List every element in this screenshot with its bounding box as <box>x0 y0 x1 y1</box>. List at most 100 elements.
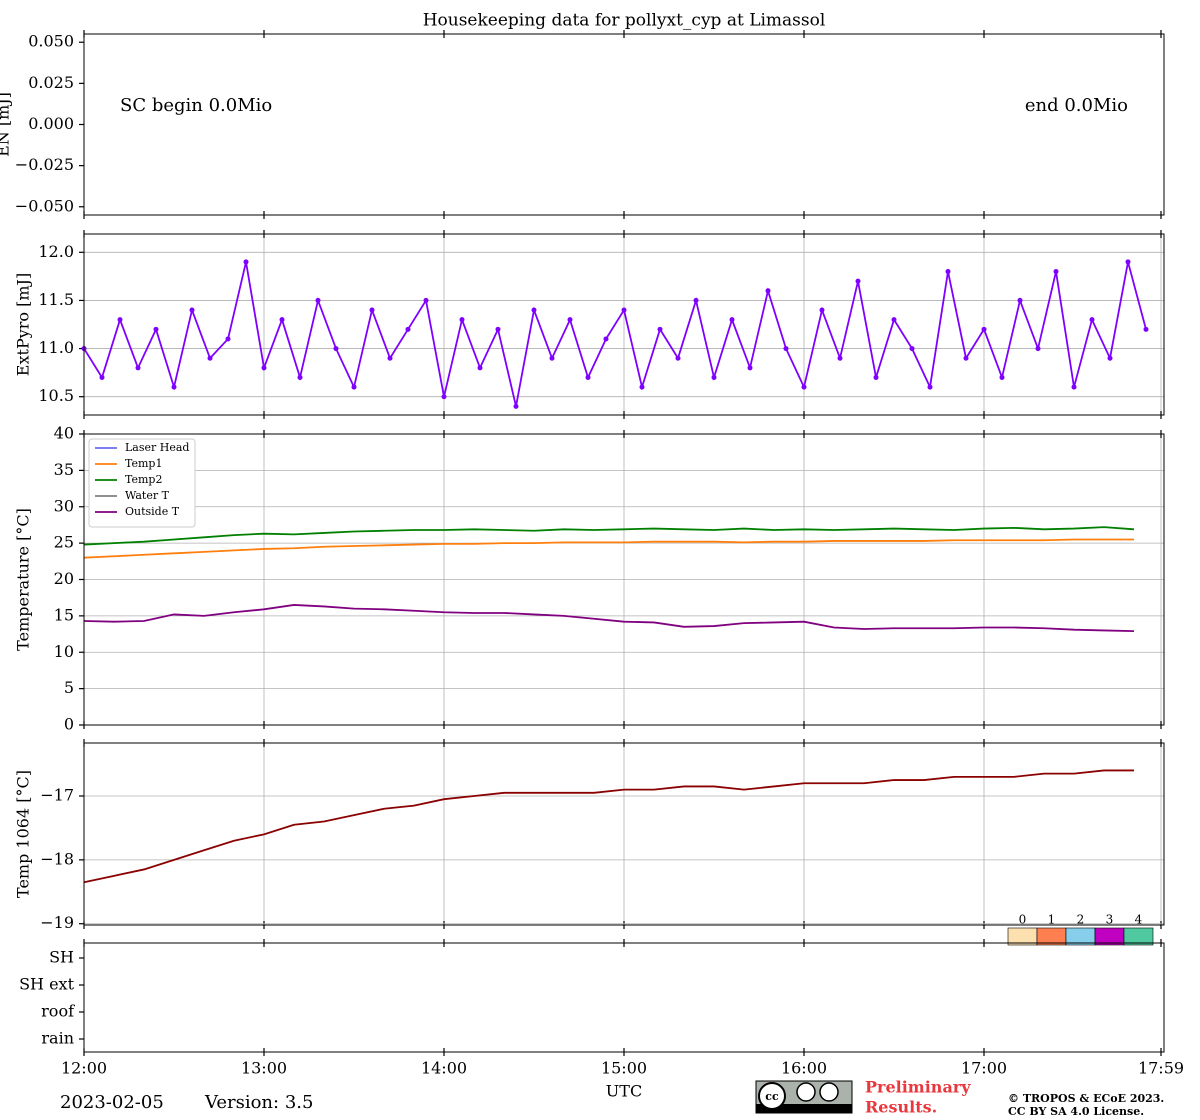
point <box>981 326 987 332</box>
y-tick-label: roof <box>41 1002 75 1021</box>
point <box>999 374 1005 380</box>
colorbar-cell <box>1094 927 1125 946</box>
y-tick-label: 12.0 <box>38 242 74 261</box>
license: CC BY SA 4.0 License. <box>1008 1105 1144 1118</box>
axes-frame <box>83 33 1165 216</box>
legend-label: Water T <box>125 489 170 502</box>
cc-badge: cc <box>755 1080 853 1114</box>
point <box>891 317 897 323</box>
colorbar-label: 1 <box>1048 913 1056 927</box>
x-tick-label: 17:59 <box>1138 1059 1184 1078</box>
y-tick-label: 0.000 <box>28 114 74 133</box>
point <box>549 355 555 361</box>
point <box>729 317 735 323</box>
point <box>387 355 393 361</box>
y-tick-label: 11.0 <box>38 338 74 357</box>
y-axis-label: ExtPyro [mJ] <box>14 273 33 376</box>
y-tick-label: −0.025 <box>15 155 74 174</box>
point <box>531 307 537 313</box>
point <box>783 346 789 352</box>
point <box>189 307 195 313</box>
point <box>837 355 843 361</box>
y-tick-label: 0.050 <box>28 32 74 51</box>
y-tick-label: 15 <box>54 605 74 624</box>
point <box>621 307 627 313</box>
colorbar-label: 2 <box>1077 913 1085 927</box>
point <box>171 384 177 390</box>
point <box>225 336 231 342</box>
series-line <box>83 769 1134 884</box>
point <box>369 307 375 313</box>
preliminary: Results. <box>865 1098 937 1117</box>
y-tick-label: 5 <box>64 678 74 697</box>
colorbar-label: 3 <box>1106 913 1114 927</box>
point <box>639 384 645 390</box>
y-tick-label: −18 <box>40 849 74 868</box>
y-tick-label: −19 <box>40 913 74 932</box>
x-tick-label: 14:00 <box>421 1059 467 1078</box>
point <box>513 403 519 409</box>
legend-box <box>88 438 196 528</box>
point <box>603 336 609 342</box>
point <box>819 307 825 313</box>
point <box>1107 355 1113 361</box>
y-tick-label: 0 <box>64 715 74 734</box>
point <box>765 288 771 294</box>
point <box>657 326 663 332</box>
point <box>423 297 429 303</box>
colorbar-cell <box>1065 927 1096 946</box>
y-tick-label: 11.5 <box>38 290 74 309</box>
point <box>873 374 879 380</box>
y-tick-label: −17 <box>40 786 74 805</box>
annotation: end 0.0Mio <box>1025 95 1128 116</box>
point <box>693 297 699 303</box>
point <box>747 365 753 371</box>
point <box>1125 259 1131 265</box>
point <box>279 317 285 323</box>
point <box>135 365 141 371</box>
y-tick-label: SH <box>49 948 74 967</box>
point <box>963 355 969 361</box>
figure-title: Housekeeping data for pollyxt_cyp at Lim… <box>423 11 826 31</box>
colorbar-label: 4 <box>1135 913 1143 927</box>
point <box>1035 346 1041 352</box>
y-tick-label: 25 <box>54 533 74 552</box>
series-line <box>83 526 1135 546</box>
y-tick-label: 30 <box>54 496 74 515</box>
point <box>909 346 915 352</box>
y-tick-label: rain <box>41 1029 74 1048</box>
x-tick-label: 15:00 <box>601 1059 647 1078</box>
axes-frame <box>83 233 1165 416</box>
y-axis-label: EN [mJ] <box>0 92 13 157</box>
point <box>567 317 573 323</box>
legend-label: Outside T <box>125 505 180 518</box>
point <box>1143 326 1149 332</box>
x-axis-label: UTC <box>606 1082 642 1101</box>
point <box>711 374 717 380</box>
version: Version: 3.5 <box>204 1092 313 1113</box>
point <box>585 374 591 380</box>
x-tick-label: 13:00 <box>241 1059 287 1078</box>
date: 2023-02-05 <box>60 1092 164 1113</box>
colorbar-label: 0 <box>1019 913 1027 927</box>
point <box>945 269 951 275</box>
preliminary: Preliminary <box>865 1078 971 1097</box>
y-tick-label: 20 <box>54 569 74 588</box>
point <box>261 365 267 371</box>
annotation: SC begin 0.0Mio <box>120 95 272 116</box>
point <box>441 394 447 400</box>
point <box>243 259 249 265</box>
series-line <box>83 261 1147 407</box>
legend-label: Laser Head <box>125 441 189 454</box>
point <box>333 346 339 352</box>
y-tick-label: 40 <box>54 424 74 443</box>
y-tick-label: 0.025 <box>28 73 74 92</box>
point <box>1089 317 1095 323</box>
point <box>1071 384 1077 390</box>
point <box>927 384 933 390</box>
y-tick-label: 10.5 <box>38 386 74 405</box>
x-tick-label: 16:00 <box>781 1059 827 1078</box>
axes-frame <box>83 742 1165 926</box>
y-tick-label: 35 <box>54 460 74 479</box>
